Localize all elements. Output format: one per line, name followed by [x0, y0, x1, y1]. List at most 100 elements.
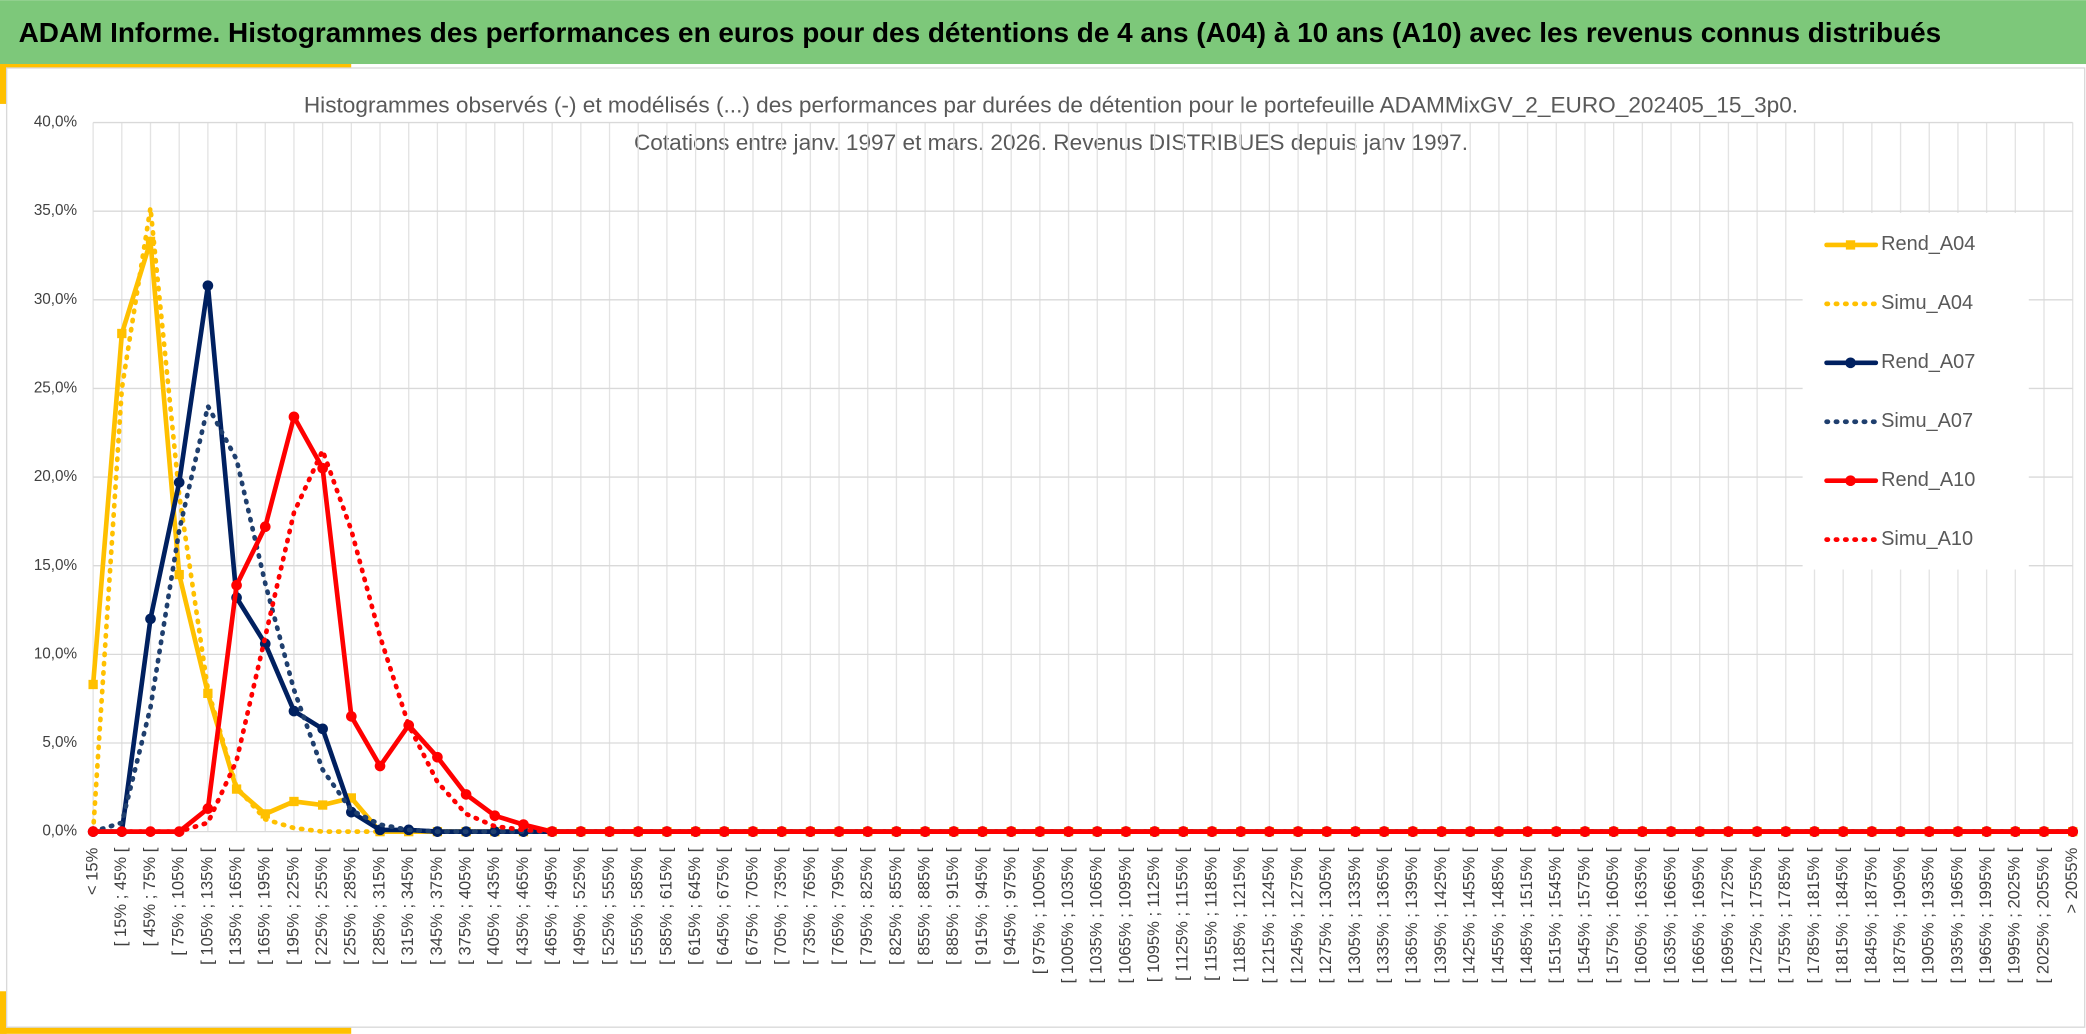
- x-tick-label: [ 1695% ; 1725% [: [1718, 847, 1737, 983]
- x-tick-label: [ 1245% ; 1275% [: [1287, 847, 1306, 983]
- point: [260, 809, 270, 819]
- x-tick-label: [ 645% ; 675% [: [714, 847, 733, 965]
- x-tick-label: [ 1365% ; 1395% [: [1402, 847, 1421, 983]
- point: [2009, 826, 2021, 837]
- y-tick-label: 30,0%: [34, 291, 78, 308]
- x-tick-label: [ 1815% ; 1845% [: [1833, 847, 1852, 983]
- y-tick-label: 10,0%: [34, 645, 78, 662]
- point: [346, 711, 357, 722]
- point: [1350, 826, 1361, 837]
- y-tick-label: 20,0%: [34, 468, 78, 485]
- point: [346, 793, 356, 803]
- point: [948, 826, 960, 837]
- point: [231, 579, 242, 591]
- y-tick-label: 40,0%: [34, 114, 78, 131]
- point: [174, 569, 184, 580]
- point: [919, 826, 931, 837]
- legend-marker: [1845, 475, 1856, 487]
- legend-marker: [1845, 357, 1856, 369]
- point: [317, 723, 328, 735]
- point: [202, 803, 214, 814]
- point: [1637, 826, 1648, 837]
- x-tick-label: [ 1635% ; 1665% [: [1660, 847, 1679, 983]
- x-tick-label: [ 105% ; 135% [: [197, 847, 216, 965]
- point: [173, 477, 185, 488]
- x-tick-label: [ 675% ; 705% [: [742, 847, 761, 965]
- x-tick-label: [ 315% ; 345% [: [398, 847, 417, 965]
- x-tick-label: [ 1275% ; 1305% [: [1316, 847, 1335, 983]
- point: [259, 521, 271, 533]
- x-tick-label: [ 1095% ; 1125% [: [1144, 847, 1163, 982]
- x-tick-label: [ 1185% ; 1215% [: [1230, 847, 1249, 982]
- point: [518, 819, 529, 830]
- x-tick-label: [ 1935% ; 1965% [: [1947, 847, 1966, 983]
- point: [2067, 826, 2079, 837]
- x-tick-label: [ 1485% ; 1515% [: [1517, 847, 1536, 983]
- chart-subtitle: Cotations entre janv. 1997 et mars. 2026…: [634, 130, 1468, 155]
- legend-label: Rend_A10: [1881, 469, 1975, 491]
- x-tick-label: [ 1395% ; 1425% [: [1431, 847, 1450, 983]
- point: [1264, 826, 1275, 837]
- x-tick-label: [ 255% ; 285% [: [341, 847, 360, 965]
- x-tick-label: [ 1575% ; 1605% [: [1603, 847, 1622, 983]
- x-tick-label: [ 1665% ; 1695% [: [1689, 847, 1708, 983]
- x-tick-label: [ 1005% ; 1035% [: [1058, 847, 1077, 983]
- x-tick-label: [ 1125% ; 1155% [: [1173, 847, 1192, 981]
- point: [1005, 826, 1017, 837]
- x-tick-label: < 15%: [83, 847, 102, 895]
- x-tick-label: [ 165% ; 195% [: [255, 847, 274, 965]
- point: [117, 328, 127, 339]
- x-tick-label: [ 525% ; 555% [: [599, 847, 618, 965]
- chart-border: [5, 67, 2086, 1028]
- x-tick-label: [ 915% ; 945% [: [972, 847, 991, 965]
- accent: [0, 64, 352, 69]
- point: [317, 800, 328, 810]
- x-tick-label: [ 45% ; 75% [: [140, 847, 159, 946]
- y-tick-label: 0,0%: [42, 823, 77, 840]
- x-tick-label: [ 1995% ; 2025% [: [2005, 847, 2024, 983]
- x-tick-label: [ 15% ; 45% [: [111, 847, 130, 946]
- x-tick-label: [ 1035% ; 1065% [: [1087, 847, 1106, 983]
- point: [288, 705, 300, 717]
- x-tick-label: [ 1455% ; 1485% [: [1488, 847, 1507, 983]
- x-tick-label: [ 2025% ; 2055% [: [2033, 847, 2052, 983]
- x-tick-label: [ 975% ; 1005% [: [1029, 847, 1048, 974]
- x-tick-label: [ 405% ; 435% [: [484, 847, 503, 965]
- x-tick-label: [ 705% ; 735% [: [771, 847, 790, 965]
- legend-label: Rend_A04: [1881, 233, 1975, 255]
- x-tick-label: [ 375% ; 405% [: [455, 847, 474, 965]
- point: [977, 826, 988, 837]
- x-tick-label: [ 1965% ; 1995% [: [1976, 847, 1995, 983]
- point: [374, 760, 386, 772]
- x-tick-label: [ 1605% ; 1635% [: [1632, 847, 1651, 983]
- x-tick-label: [ 1785% ; 1815% [: [1804, 847, 1823, 983]
- point: [604, 826, 615, 837]
- x-tick-label: [ 1305% ; 1335% [: [1345, 847, 1364, 983]
- point: [546, 826, 558, 837]
- x-tick-label: [ 855% ; 885% [: [915, 847, 934, 965]
- legend-label: Simu_A07: [1881, 410, 1973, 432]
- x-tick-label: [ 495% ; 525% [: [570, 847, 589, 965]
- x-tick-label: [ 1425% ; 1455% [: [1460, 847, 1479, 983]
- x-tick-label: [ 1545% ; 1575% [: [1574, 847, 1593, 983]
- x-tick-label: > 2055%: [2062, 847, 2081, 913]
- point: [288, 411, 300, 423]
- point: [1694, 826, 1706, 837]
- point: [1981, 826, 1992, 837]
- x-tick-label: [ 555% ; 585% [: [628, 847, 647, 965]
- x-tick-label: [ 1155% ; 1185% [: [1201, 847, 1220, 981]
- point: [575, 826, 587, 837]
- x-tick-label: [ 795% ; 825% [: [857, 847, 876, 965]
- legend-box: [1802, 213, 2029, 570]
- point: [1321, 826, 1333, 837]
- point: [88, 679, 98, 690]
- x-tick-label: [ 1755% ; 1785% [: [1775, 847, 1794, 983]
- accent: [0, 1027, 352, 1034]
- y-tick-label: 25,0%: [34, 379, 78, 396]
- legend-label: Rend_A07: [1881, 351, 1975, 373]
- header-bar: [0, 0, 2086, 65]
- point: [2038, 826, 2050, 837]
- x-tick-label: [ 735% ; 765% [: [800, 847, 819, 965]
- legend-label: Simu_A04: [1881, 292, 1973, 314]
